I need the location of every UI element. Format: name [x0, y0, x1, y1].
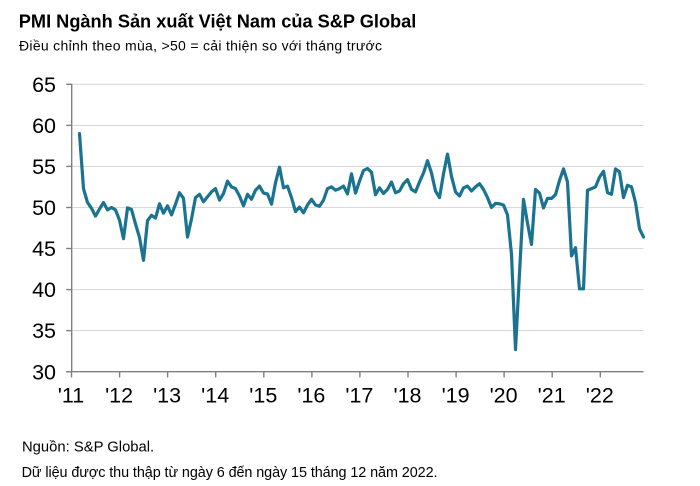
svg-text:'11: '11 [58, 384, 84, 408]
svg-text:'17: '17 [345, 384, 373, 408]
svg-text:'18: '18 [393, 384, 421, 408]
svg-text:Nguồn: S&P Global.: Nguồn: S&P Global. [22, 440, 154, 456]
svg-text:30: 30 [32, 360, 56, 384]
svg-text:Dữ liệu được thu thập từ ngày: Dữ liệu được thu thập từ ngày 6 đến ngày… [22, 465, 438, 481]
svg-text:'22: '22 [586, 384, 614, 408]
svg-text:Điều chỉnh theo mùa, >50 = cải: Điều chỉnh theo mùa, >50 = cải thiện so … [19, 38, 382, 54]
svg-text:40: 40 [32, 278, 56, 302]
svg-text:'16: '16 [297, 384, 325, 408]
svg-text:'13: '13 [153, 384, 181, 408]
svg-text:'19: '19 [442, 384, 470, 408]
svg-text:45: 45 [32, 237, 56, 261]
svg-text:60: 60 [32, 114, 56, 138]
svg-text:65: 65 [32, 73, 56, 97]
svg-text:55: 55 [32, 155, 56, 179]
svg-text:35: 35 [32, 319, 56, 343]
svg-text:50: 50 [32, 196, 56, 220]
svg-text:'21: '21 [538, 384, 566, 408]
svg-text:'20: '20 [490, 384, 518, 408]
svg-text:'12: '12 [105, 384, 133, 408]
svg-text:'15: '15 [249, 384, 277, 408]
svg-text:PMI Ngành Sản xuất Việt Nam củ: PMI Ngành Sản xuất Việt Nam của S&P Glob… [19, 11, 417, 31]
svg-text:'14: '14 [201, 384, 229, 408]
